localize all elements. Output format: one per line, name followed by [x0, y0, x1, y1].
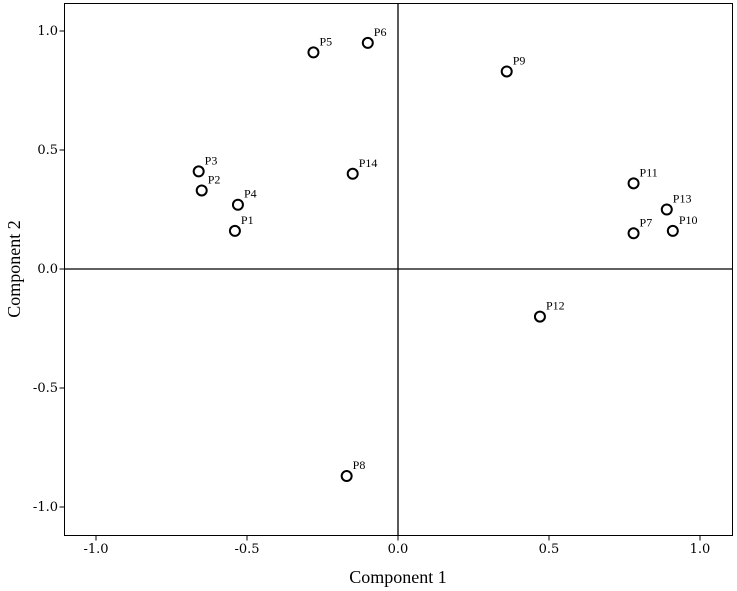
- scatter-point: [500, 65, 513, 78]
- point-label: P7: [640, 215, 653, 229]
- scatter-point: [627, 177, 640, 190]
- point-label: P12: [546, 299, 565, 313]
- x-tick-label: 0.0: [388, 542, 409, 557]
- point-label: P5: [319, 34, 332, 48]
- y-tick-label: 0.5: [37, 143, 58, 158]
- scatter-point: [361, 36, 374, 49]
- y-tick-label: 0.0: [37, 262, 58, 277]
- scatter-point: [660, 203, 673, 216]
- scatter-point: [666, 224, 679, 237]
- point-label: P11: [640, 165, 658, 179]
- x-tick-label: 1.0: [690, 542, 711, 557]
- y-axis-title: Component 2: [4, 220, 24, 318]
- scatter-point: [231, 198, 244, 211]
- point-label: P4: [244, 187, 257, 201]
- scatter-point: [192, 165, 205, 178]
- y-tick-label: 1.0: [37, 24, 58, 39]
- x-tick-label: -0.5: [234, 542, 259, 557]
- point-label: P9: [513, 53, 526, 67]
- scatter-point: [307, 46, 320, 59]
- scatter-point: [195, 184, 208, 197]
- x-tick-label: 0.5: [539, 542, 560, 557]
- scatter-point: [533, 310, 546, 323]
- scatter-point: [228, 224, 241, 237]
- point-label: P1: [241, 213, 254, 227]
- scatter-point: [627, 227, 640, 240]
- y-tick-label: -1.0: [33, 500, 58, 515]
- x-axis-title: Component 1: [349, 567, 447, 587]
- point-label: P2: [208, 172, 221, 186]
- point-label: P6: [374, 25, 387, 39]
- point-label: P10: [679, 213, 698, 227]
- point-label: P13: [673, 192, 692, 206]
- y-tick-label: -0.5: [33, 381, 58, 396]
- point-label: P8: [353, 458, 366, 472]
- scatter-point: [346, 167, 359, 180]
- scatter-point: [340, 470, 353, 483]
- x-tick-label: -1.0: [83, 542, 108, 557]
- point-label: P3: [205, 153, 218, 167]
- point-label: P14: [359, 156, 378, 170]
